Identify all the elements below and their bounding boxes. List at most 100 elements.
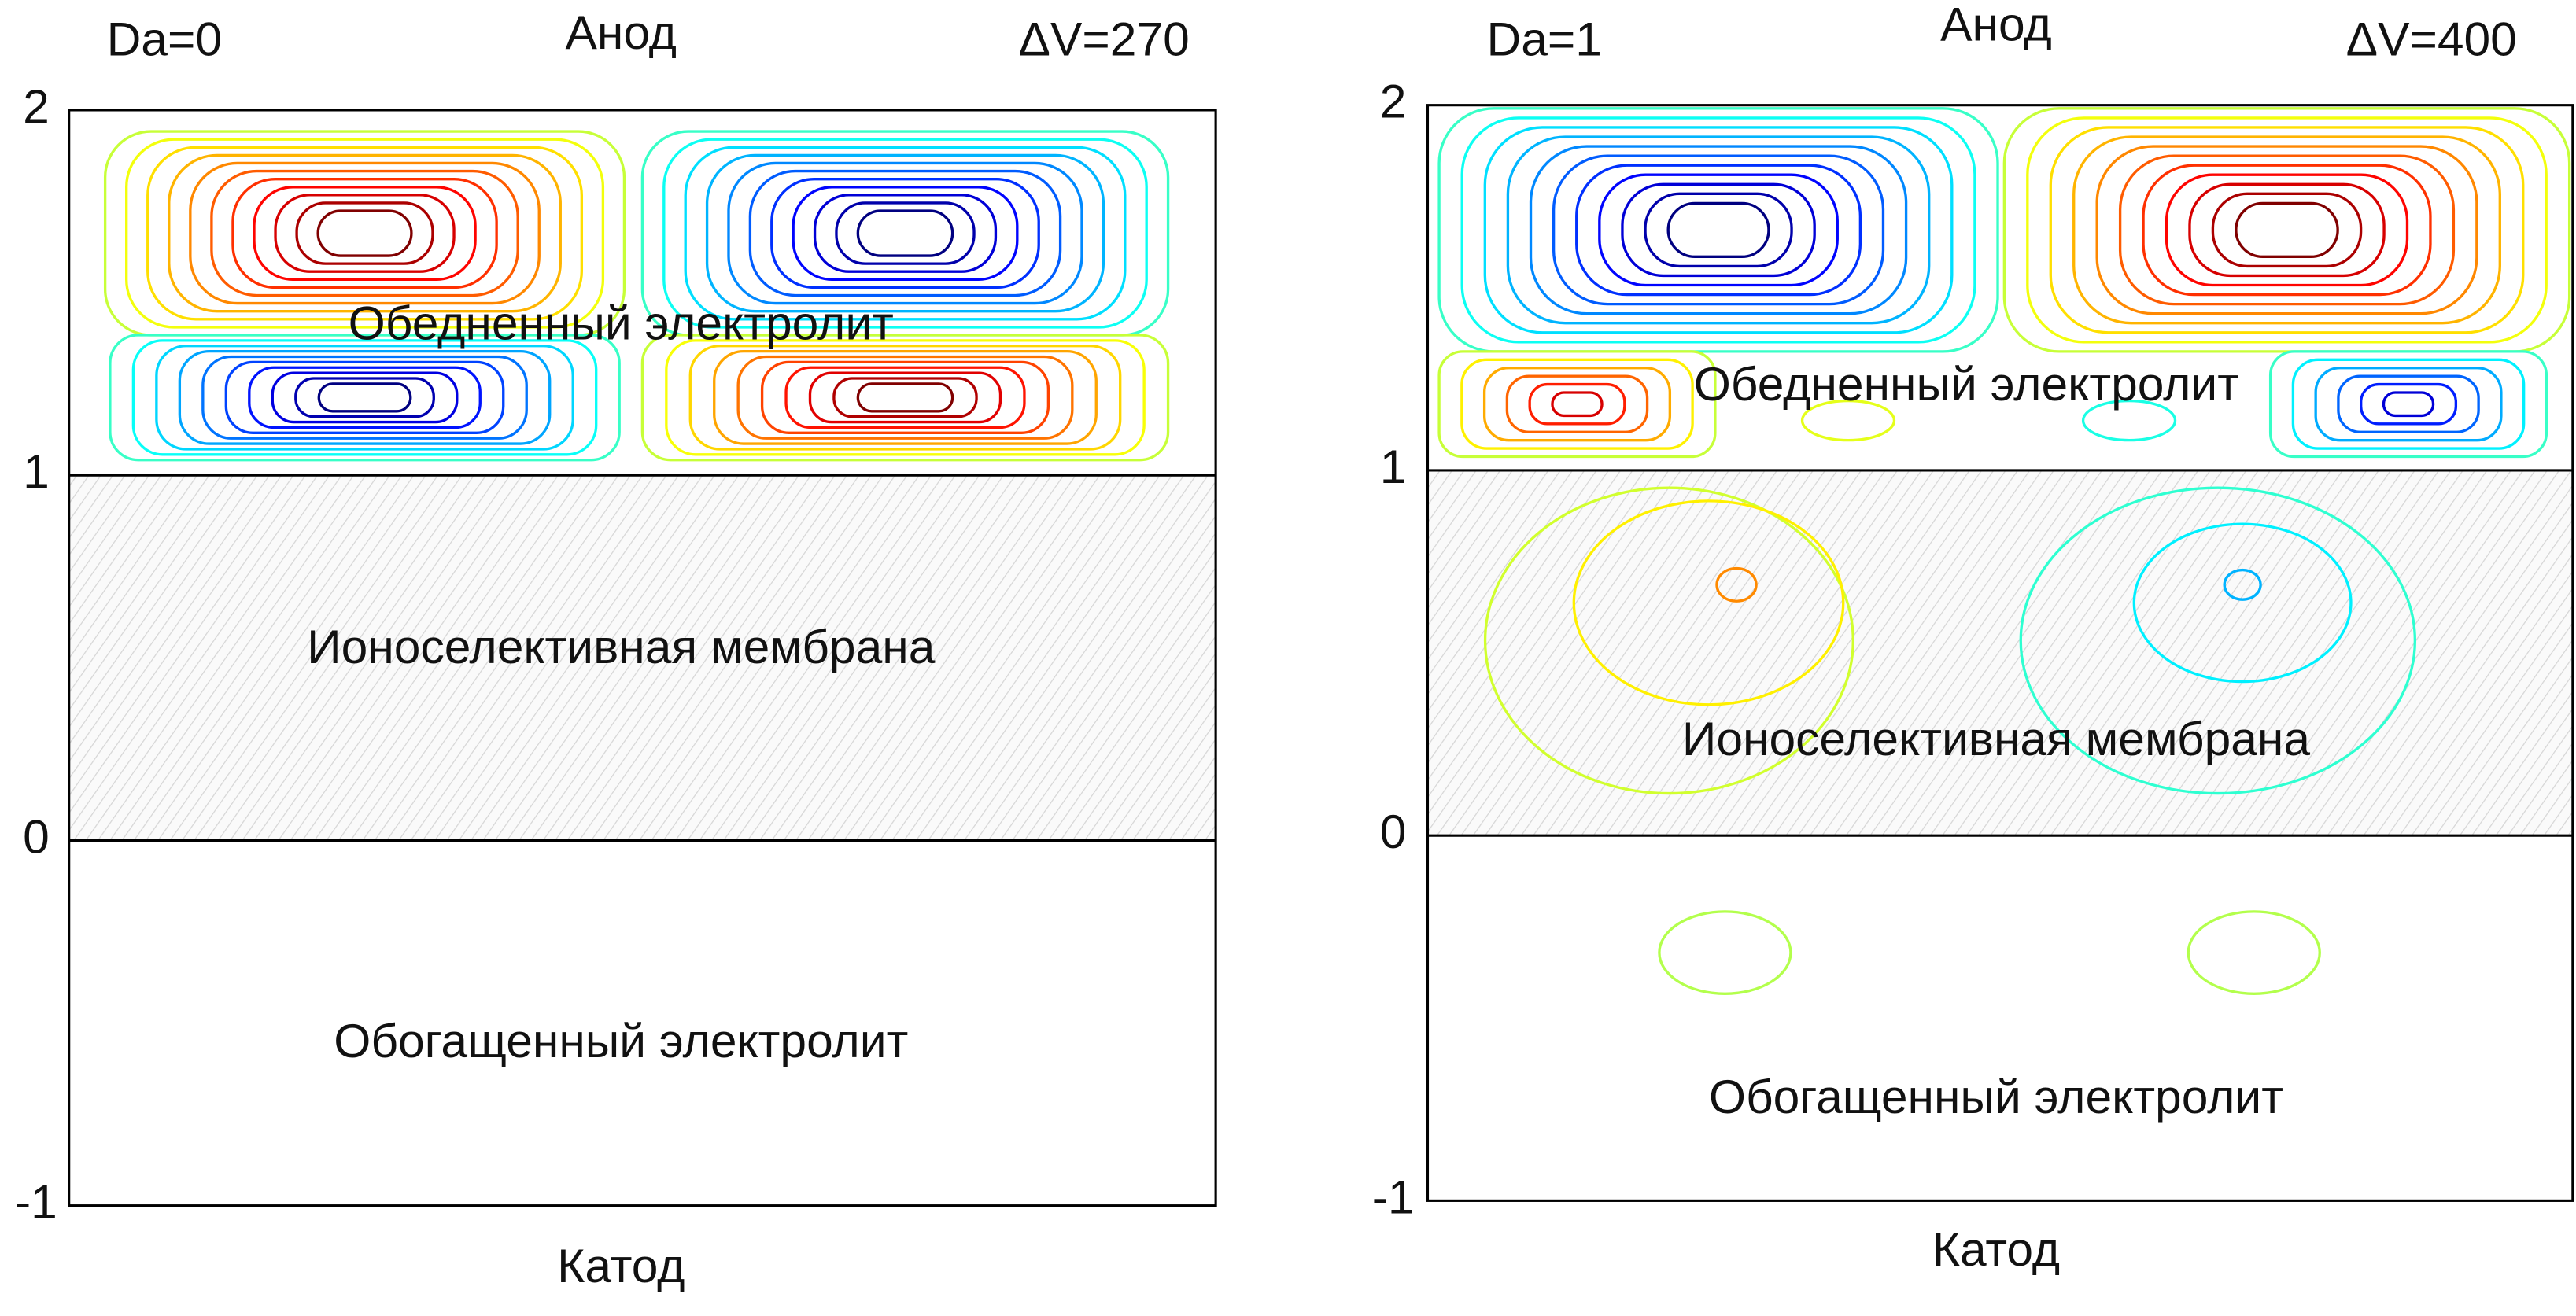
contour-line — [1666, 201, 1770, 259]
contour-line — [813, 194, 998, 273]
contour-line — [2142, 164, 2432, 297]
contour-line — [713, 349, 1098, 445]
contour-line — [294, 377, 435, 418]
contour-line — [109, 334, 621, 462]
plot-frame — [68, 109, 1217, 1207]
region-label: Обедненный электролит — [349, 297, 894, 350]
contour-line — [1529, 145, 1908, 315]
contour-line — [832, 377, 978, 418]
contour-line — [2072, 135, 2501, 325]
y-tick-label: 0 — [1380, 805, 1407, 858]
cathode-label: Катод — [557, 1239, 685, 1292]
contour-line — [1598, 173, 1839, 287]
y-tick-label: 0 — [23, 809, 50, 863]
region-label: Обогащенный электролит — [334, 1014, 908, 1067]
contour-line — [1575, 164, 1862, 297]
contour-line — [210, 169, 519, 297]
contour-line — [189, 161, 541, 305]
contour-line — [2268, 350, 2548, 459]
contour-line — [1552, 154, 1885, 306]
contour-line — [295, 201, 434, 265]
region-label: Обогащенный электролит — [1709, 1070, 2283, 1123]
y-tick-label: 2 — [23, 79, 50, 133]
contour-line — [1551, 391, 1604, 418]
contour-line — [2019, 486, 2417, 795]
contour-line — [2382, 391, 2435, 418]
contour-line — [1658, 910, 1792, 995]
contour-line — [201, 355, 528, 440]
y-tick-label: 1 — [1380, 440, 1407, 493]
contour-line — [784, 366, 1026, 429]
contour-line — [684, 146, 1127, 321]
contour-line — [2118, 154, 2456, 306]
contour-line — [760, 360, 1050, 434]
contour-line — [2026, 116, 2548, 344]
voltage-label: ΔV=270 — [1019, 12, 1190, 65]
contour-line — [1506, 135, 1931, 325]
contour-line — [1437, 350, 1717, 459]
anode-label: Анод — [566, 6, 677, 59]
contour-line — [317, 382, 412, 413]
da-label: Da=1 — [1487, 12, 1602, 65]
contour-line — [1483, 126, 1954, 334]
y-tick-label: 1 — [23, 444, 50, 498]
contour-line — [1505, 374, 1649, 433]
contour-line — [1483, 486, 1854, 795]
contour-line — [1644, 192, 1793, 268]
contour-line — [2187, 910, 2321, 995]
plot-frame — [1426, 104, 2574, 1202]
contour-line — [146, 146, 584, 321]
contour-line — [2314, 367, 2503, 442]
contour-line — [1460, 358, 1694, 450]
contour-line — [2223, 568, 2262, 601]
contour-line — [2132, 522, 2353, 684]
contour-line — [168, 153, 562, 313]
voltage-label: ΔV=400 — [2346, 12, 2517, 65]
contour-line — [727, 161, 1083, 305]
contour-line — [155, 345, 574, 451]
contour-line — [640, 334, 1170, 462]
contour-line — [2188, 182, 2386, 278]
contour-line — [131, 339, 598, 456]
panel: -1 0 1 2 Da=0 Анод ΔV=270 Катод Обедненный элект… — [15, 6, 1217, 1292]
contour-line — [770, 177, 1040, 289]
contour-line — [253, 186, 477, 281]
contour-line — [856, 382, 954, 413]
panel: -1 0 1 2 Da=1 Анод ΔV=400 Катод Обедненный элект… — [1372, 0, 2574, 1276]
contour-line — [2211, 192, 2363, 268]
contour-line — [231, 177, 498, 289]
contour-line — [2095, 145, 2478, 315]
y-tick-label: 2 — [1380, 75, 1407, 128]
membrane-region — [1427, 470, 2573, 836]
contour-line — [125, 138, 605, 329]
contour-line — [178, 349, 552, 445]
contour-line — [1572, 499, 1845, 706]
contour-line — [688, 345, 1122, 451]
contour-line — [1437, 107, 1999, 353]
y-tick-label: -1 — [1372, 1170, 1415, 1223]
contour-line — [856, 209, 954, 257]
membrane-region — [68, 475, 1216, 841]
cathode-label: Катод — [1932, 1222, 2060, 1276]
da-label: Da=0 — [107, 12, 222, 65]
contour-line — [1528, 382, 1626, 426]
contour-line — [1800, 399, 1896, 442]
contour-line — [662, 138, 1148, 329]
contour-line — [1621, 182, 1816, 278]
contour-line — [316, 209, 413, 257]
contour-line — [808, 371, 1002, 424]
anode-label: Анод — [1940, 0, 2052, 51]
region-label: Ионоселективная мембрана — [1682, 712, 2311, 765]
contour-line — [248, 366, 482, 429]
contour-line — [2165, 173, 2409, 287]
contour-line — [665, 339, 1146, 456]
contour-line — [705, 153, 1105, 313]
contour-line — [835, 201, 976, 265]
contour-line — [1460, 116, 1976, 344]
contour-line — [274, 194, 456, 273]
contour-line — [2291, 358, 2526, 450]
region-label: Ионоселективная мембрана — [307, 620, 936, 673]
y-tick-label: -1 — [15, 1175, 57, 1229]
